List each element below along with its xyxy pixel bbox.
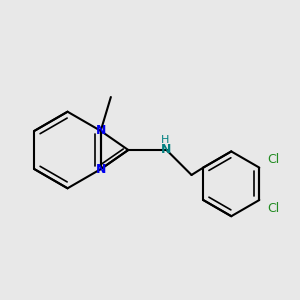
Text: N: N bbox=[95, 163, 106, 176]
Text: H: H bbox=[161, 135, 169, 145]
Text: N: N bbox=[161, 143, 172, 157]
Text: Cl: Cl bbox=[267, 153, 280, 166]
Text: N: N bbox=[95, 124, 106, 137]
Text: Cl: Cl bbox=[267, 202, 280, 214]
